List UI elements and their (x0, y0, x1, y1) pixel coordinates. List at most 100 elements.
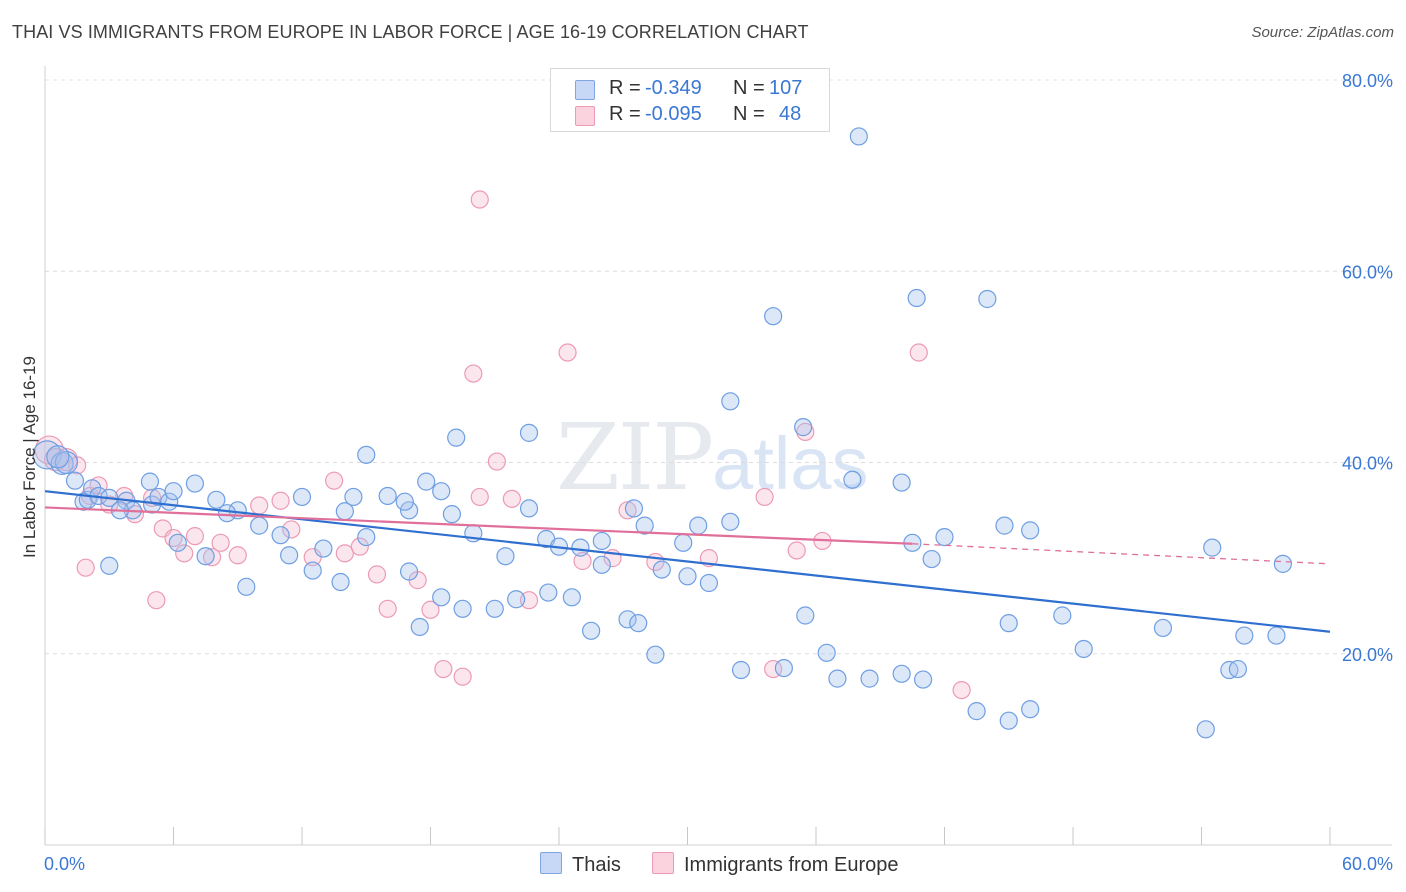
data-point (217, 504, 237, 523)
bottom-legend-europe: Immigrants from Europe (652, 852, 899, 877)
data-point (519, 591, 539, 610)
data-point (470, 190, 489, 209)
bottom-legend-swatch-europe (652, 852, 674, 874)
data-point (539, 583, 558, 602)
legend: R = -0.349 N = 107 R = -0.095 N = 48 (550, 68, 830, 132)
data-point (211, 533, 230, 552)
data-point (271, 526, 290, 545)
data-point (76, 558, 95, 577)
data-point (519, 423, 539, 442)
bottom-legend-thais: Thais (540, 852, 621, 877)
data-point (787, 541, 806, 560)
data-point (453, 599, 472, 618)
data-point (357, 445, 376, 464)
thais-points (32, 127, 1292, 739)
data-point (794, 418, 813, 437)
data-point (303, 561, 322, 580)
data-point (922, 549, 941, 569)
data-point (421, 600, 440, 619)
data-point (325, 471, 344, 490)
data-point (624, 499, 644, 518)
data-point (592, 555, 611, 574)
data-point (168, 533, 187, 552)
bottom-legend-swatch-thais (540, 852, 562, 874)
data-point (629, 614, 648, 633)
data-point (1053, 606, 1072, 625)
data-point (314, 539, 333, 558)
data-point (350, 537, 369, 556)
data-point (282, 520, 301, 539)
data-point (721, 512, 740, 531)
data-point (54, 450, 79, 475)
legend-n-value: 48 (779, 103, 802, 125)
data-point (755, 487, 774, 507)
data-point (892, 473, 911, 492)
legend-r-label: R = (609, 77, 641, 99)
data-point (175, 544, 194, 563)
bottom-legend-label-europe: Immigrants from Europe (684, 854, 899, 876)
data-point (140, 472, 160, 491)
data-point (395, 492, 414, 511)
chart-source: Source: ZipAtlas.com (1251, 24, 1394, 41)
data-point (196, 547, 215, 566)
data-point (1203, 538, 1222, 557)
chart-title: THAI VS IMMIGRANTS FROM EUROPE IN LABOR … (12, 22, 809, 42)
x-tick-label: 60.0% (1342, 854, 1393, 874)
legend-swatch-thais (575, 80, 595, 100)
data-point (562, 588, 581, 607)
data-point (764, 307, 783, 326)
legend-n-label: N = (733, 103, 765, 125)
data-point (378, 599, 397, 618)
data-point (1267, 626, 1286, 645)
trend-line-europe (44, 506, 913, 545)
data-point (860, 669, 879, 688)
data-point (892, 664, 911, 683)
y-tick-label: 20.0% (1342, 645, 1393, 665)
data-point (618, 610, 637, 629)
axes (44, 66, 1392, 846)
data-point (46, 445, 70, 469)
data-point (331, 572, 350, 592)
y-tick-label: 80.0% (1342, 71, 1393, 91)
data-point (487, 452, 506, 471)
data-point (909, 343, 928, 362)
y-tick-label: 40.0% (1342, 454, 1393, 474)
data-point (721, 392, 740, 411)
data-point (796, 606, 815, 625)
watermark-zip: ZIP (556, 404, 714, 511)
data-point (410, 617, 429, 637)
legend-r-value: -0.349 (645, 77, 702, 99)
data-point (502, 489, 521, 508)
data-point (399, 562, 419, 581)
tick-labels: 20.0% 40.0% 60.0% 80.0% 0.0% 60.0% (44, 71, 1393, 874)
data-point (432, 588, 451, 607)
data-point (646, 645, 665, 664)
bottom-legend-label-thais: Thais (572, 854, 621, 876)
data-point (817, 643, 836, 662)
data-point (582, 621, 601, 640)
data-point (453, 667, 472, 686)
data-point (635, 516, 654, 535)
data-point (689, 516, 708, 535)
data-point (558, 343, 577, 362)
legend-n-label: N = (733, 77, 765, 99)
data-point (907, 288, 926, 308)
data-point (507, 590, 526, 609)
data-point (843, 470, 862, 489)
data-point (952, 680, 971, 700)
x-tick-label: 0.0% (44, 854, 85, 874)
data-point (618, 501, 637, 520)
data-point (1153, 618, 1173, 638)
europe-points (34, 190, 971, 700)
data-point (237, 577, 256, 596)
trend-lines (44, 490, 1331, 633)
watermark: ZIPatlas (556, 404, 868, 511)
data-point (1235, 626, 1254, 645)
trend-line-thais (44, 490, 1331, 633)
data-point (367, 565, 387, 584)
data-point (185, 474, 205, 493)
data-point (571, 538, 590, 557)
data-point (399, 501, 419, 520)
data-point (731, 660, 751, 680)
data-point (470, 487, 489, 507)
